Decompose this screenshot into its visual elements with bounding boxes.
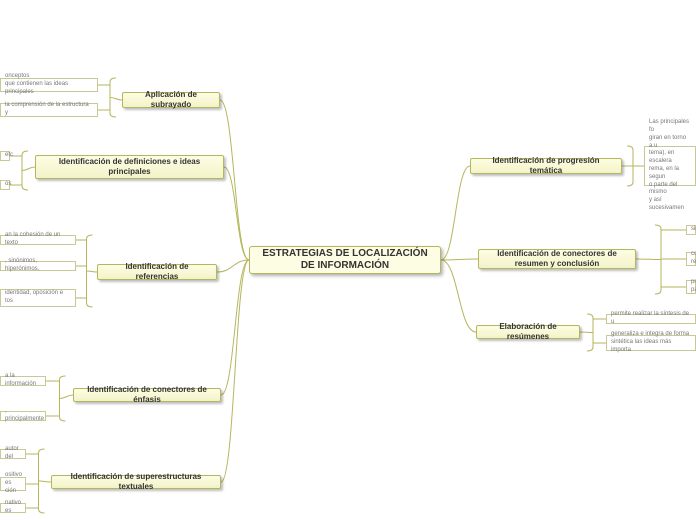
leaf-node: Las principales fogiran en torno a utema…: [644, 146, 696, 186]
leaf-node: , principalmente: [0, 411, 46, 421]
leaf-node: autor del: [0, 449, 26, 459]
leaf-node: identidad, oposición etos: [0, 289, 76, 307]
leaf-node: os: [0, 180, 10, 190]
leaf-node: la comprensión de la estructura y: [0, 103, 98, 117]
leaf-node: , sinónimos, hiperónimos,: [0, 261, 76, 271]
branch-resumenes: Elaboración de resúmenes: [476, 325, 580, 339]
leaf-node: ositivo esción: [0, 477, 26, 491]
leaf-node: sir: [686, 225, 696, 235]
leaf-node: onceptosque contienen las ideas principa…: [0, 78, 98, 92]
branch-conectores: Identificación de conectores de resumen …: [478, 249, 636, 269]
leaf-node: generaliza e integra de formasintética l…: [606, 335, 696, 351]
branch-referencias: Identificación de referencias: [97, 264, 217, 280]
leaf-node: nativo es: [0, 503, 26, 513]
branch-super: Identificación de superestructuras textu…: [51, 475, 221, 489]
leaf-node: etc: [0, 151, 10, 161]
branch-progresion: Identificación de progresión temática: [470, 158, 622, 174]
leaf-node: core: [686, 252, 696, 266]
branch-enfasis: Identificación de conectores de énfasis: [73, 388, 221, 402]
center-node: ESTRATEGIAS DE LOCALIZACIÓN DE INFORMACI…: [249, 246, 441, 274]
leaf-node: an la cohesión de un texto: [0, 235, 76, 245]
leaf-node: permite realizar la síntesis de u: [606, 314, 696, 324]
branch-subrayado: Aplicación de subrayado: [122, 92, 220, 108]
branch-definiciones: Identificación de definiciones e ideas p…: [35, 155, 224, 179]
leaf-node: propa: [686, 280, 696, 294]
leaf-node: a la información: [0, 376, 46, 386]
